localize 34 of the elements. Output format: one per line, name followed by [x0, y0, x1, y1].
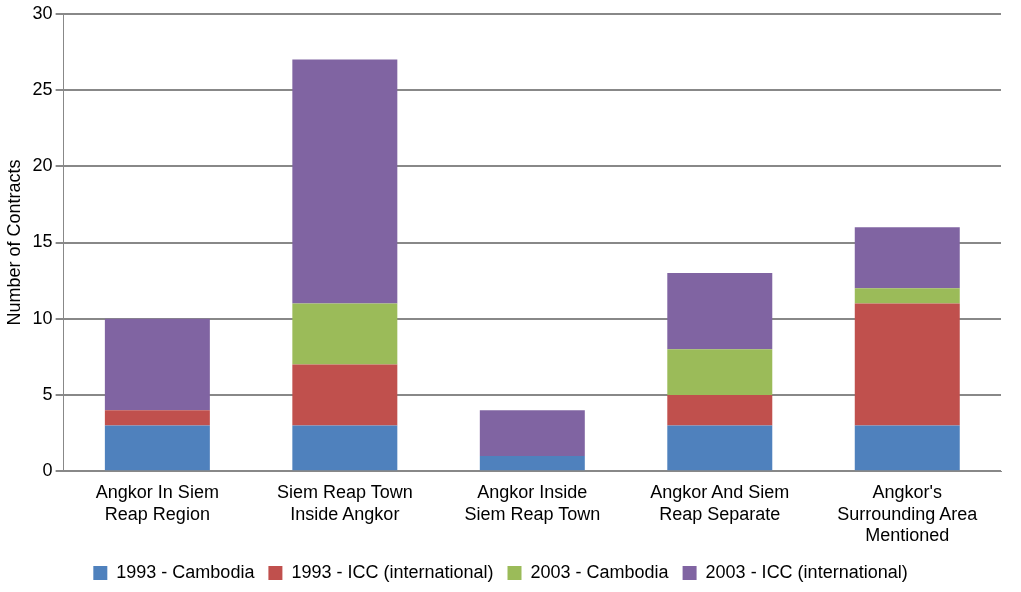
bar [479, 455, 585, 471]
bar [667, 272, 773, 350]
legend-label: 1993 - Cambodia [116, 561, 256, 582]
bar [292, 303, 398, 365]
y-tick-label: 15 [32, 231, 53, 252]
legend-label: 2003 - ICC (international) [705, 561, 908, 582]
y-tick-label: 5 [42, 383, 53, 404]
y-tick-label: 10 [32, 307, 53, 328]
legend-label: 2003 - Cambodia [530, 561, 670, 582]
bar [104, 425, 210, 471]
bar [104, 318, 210, 411]
y-tick-label: 30 [32, 2, 53, 23]
bar [667, 425, 773, 471]
x-tick-label: Angkor Inside Siem Reap Town [464, 481, 601, 524]
bar [854, 288, 960, 304]
bar [854, 303, 960, 426]
y-axis-title: Number of Contracts [3, 159, 24, 326]
x-tick-label: Angkor And Siem Reap Separate [650, 481, 790, 524]
bar [479, 410, 585, 456]
y-tick-label: 25 [32, 79, 53, 99]
x-tick-label: Angkor's Surrounding Area Mentioned [837, 481, 979, 546]
legend-label: 1993 - ICC (international) [291, 561, 494, 582]
bar [292, 425, 398, 471]
y-tick-label: 20 [32, 155, 53, 176]
x-tick-label: Siem Reap Town Inside Angkor [276, 481, 413, 524]
bar [292, 364, 398, 426]
bar [667, 349, 773, 395]
bar [667, 394, 773, 426]
bar [292, 59, 398, 304]
bar [104, 410, 210, 426]
y-tick-label: 0 [42, 460, 53, 481]
x-tick-label: Angkor In Siem Reap Region [95, 481, 219, 524]
bar [854, 425, 960, 471]
bar [854, 227, 960, 289]
